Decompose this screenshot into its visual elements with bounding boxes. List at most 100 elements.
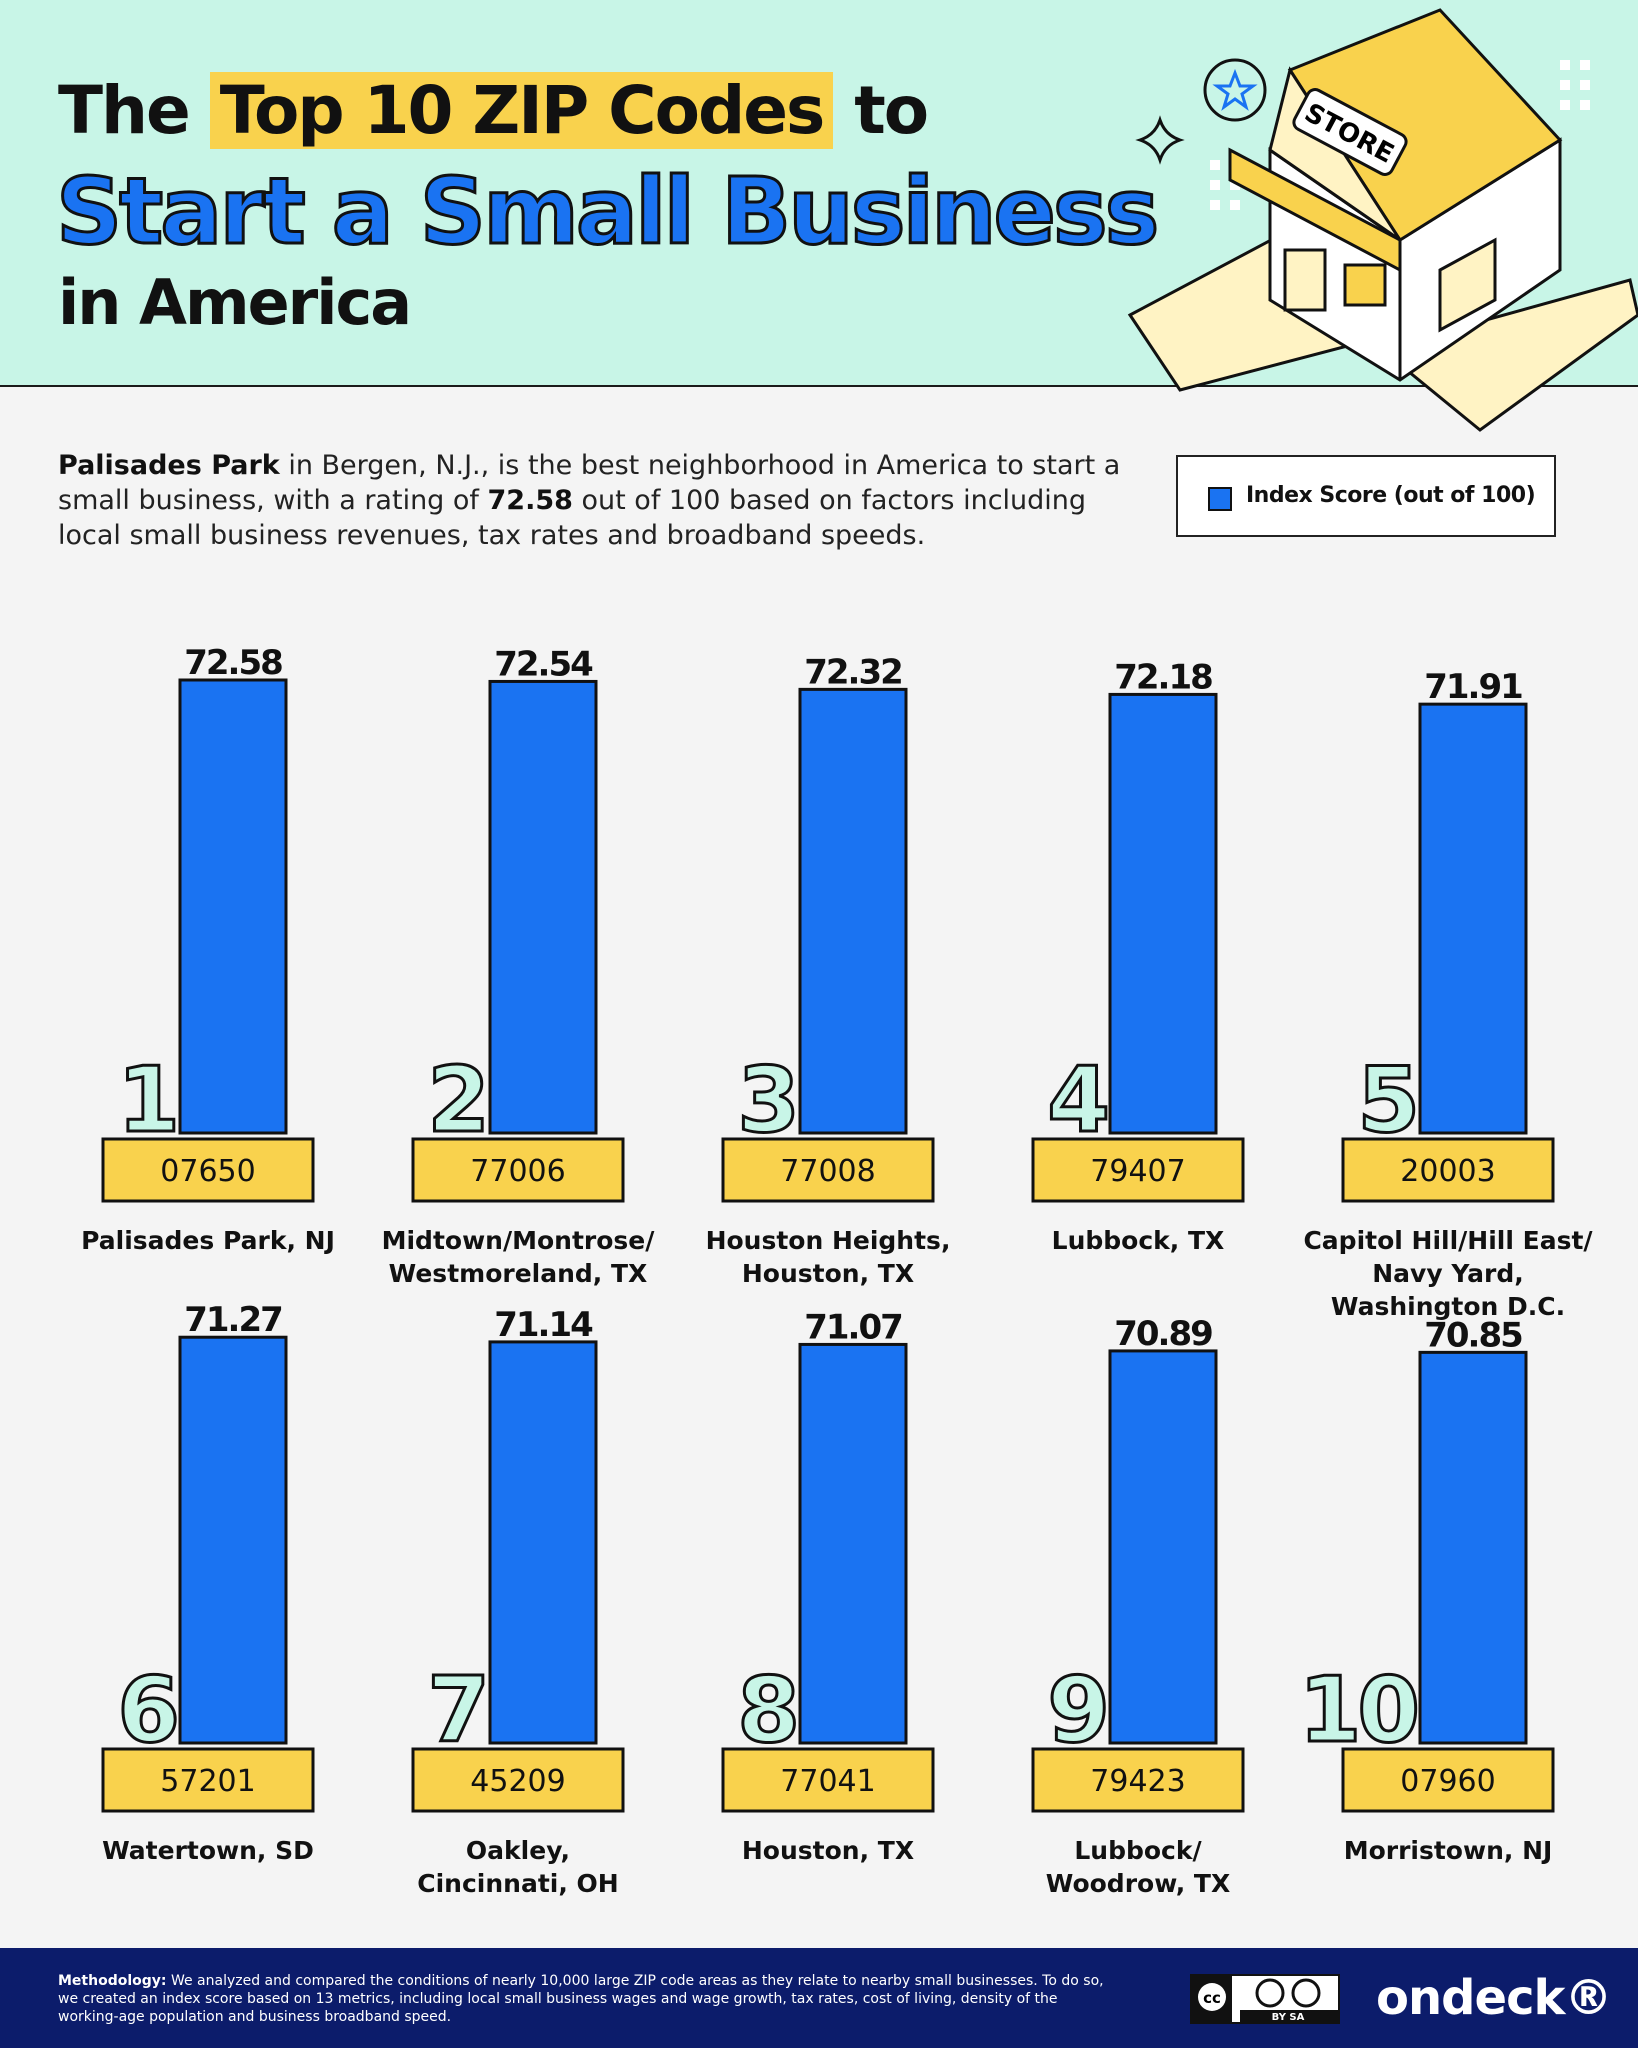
place-label: Cincinnati, OH: [417, 1869, 618, 1898]
place-label: Westmoreland, TX: [389, 1259, 648, 1288]
bar-1: [178, 678, 288, 1135]
footer: Methodology: We analyzed and compared th…: [0, 1948, 1638, 2048]
sa-icon: [1291, 1978, 1321, 2008]
place-label: Woodrow, TX: [1046, 1869, 1230, 1898]
value-label: 72.54: [494, 644, 593, 684]
bar-6: [178, 1335, 288, 1745]
title-line-1: The Top 10 ZIP Codes to: [58, 72, 929, 149]
zip-code: 45209: [470, 1764, 565, 1799]
zip-code: 07650: [160, 1154, 255, 1189]
rank-number: 9: [1047, 1658, 1106, 1763]
bar-9: [1108, 1349, 1218, 1745]
value-label: 71.27: [184, 1300, 282, 1340]
bar-8: [798, 1342, 908, 1745]
title-line-2: Start a Small Business: [54, 157, 1160, 267]
store-window: [1343, 263, 1387, 307]
ondeck-logo: ondeck®: [1376, 1970, 1612, 2026]
zip-code: 20003: [1400, 1154, 1495, 1189]
place-label: Lubbock/: [1074, 1836, 1202, 1865]
value-label: 71.07: [804, 1307, 902, 1347]
zip-code: 77008: [780, 1154, 875, 1189]
zip-box: [411, 1137, 625, 1203]
value-label: 72.32: [804, 652, 902, 692]
zip-box: [411, 1747, 625, 1813]
place-label: Lubbock, TX: [1052, 1226, 1225, 1255]
rank-number: 2: [427, 1048, 486, 1153]
store-sign: [1292, 88, 1408, 176]
zip-code: 07960: [1400, 1764, 1495, 1799]
place-label: Watertown, SD: [102, 1836, 314, 1865]
legend: Index Score (out of 100): [1176, 455, 1556, 537]
title-highlight: Top 10 ZIP Codes: [209, 72, 834, 149]
rank-number: 3: [737, 1048, 796, 1153]
by-icon: [1255, 1978, 1285, 2008]
place-label: Houston Heights,: [706, 1226, 951, 1255]
value-label: 72.58: [184, 643, 282, 683]
svg-text:cc: cc: [1203, 1989, 1221, 2007]
zip-code: 57201: [160, 1764, 255, 1799]
store-door: [1283, 248, 1327, 312]
license-text: BY SA: [1272, 2012, 1305, 2022]
place-label: Oakley,: [466, 1836, 570, 1865]
zip-box: [101, 1137, 315, 1203]
zip-code: 79423: [1090, 1764, 1185, 1799]
value-label: 70.85: [1424, 1315, 1522, 1355]
bar-3: [798, 687, 908, 1135]
place-label: Palisades Park, NJ: [81, 1226, 335, 1255]
place-label: Houston, TX: [742, 1836, 914, 1865]
rank-number: 6: [117, 1658, 176, 1763]
star-badge-icon: [1203, 58, 1267, 122]
value-label: 70.89: [1114, 1314, 1212, 1354]
rank-number: 1: [117, 1048, 176, 1153]
place-label: Houston, TX: [742, 1259, 914, 1288]
rank-number: 4: [1047, 1048, 1106, 1153]
rank-number: 8: [737, 1658, 796, 1763]
sparkle-icon: [1135, 115, 1185, 165]
bar-2: [488, 679, 598, 1135]
zip-box: [1341, 1137, 1555, 1203]
value-label: 72.18: [1114, 657, 1212, 697]
intro-paragraph: Palisades Park in Bergen, N.J., is the b…: [58, 450, 1121, 551]
place-label: Morristown, NJ: [1344, 1836, 1553, 1865]
zip-box: [721, 1747, 935, 1813]
value-label: 71.91: [1424, 667, 1522, 707]
zip-code: 79407: [1090, 1154, 1185, 1189]
rank-number: 7: [427, 1658, 486, 1763]
cc-license-badge: cc BY SA: [1190, 1974, 1340, 2024]
zip-code: 77006: [470, 1154, 565, 1189]
title-line-3: in America: [58, 266, 412, 339]
bar-7: [488, 1340, 598, 1745]
zip-box: [721, 1137, 935, 1203]
zip-box: [1031, 1747, 1245, 1813]
value-label: 71.14: [494, 1305, 593, 1345]
zip-code: 77041: [780, 1764, 875, 1799]
legend-swatch: [1208, 487, 1232, 511]
bar-5: [1418, 702, 1528, 1135]
bar-10: [1418, 1350, 1528, 1745]
place-label: Washington D.C.: [1331, 1292, 1565, 1321]
zip-box: [1341, 1747, 1555, 1813]
place-label: Navy Yard,: [1372, 1259, 1524, 1288]
rank-number: 10: [1299, 1658, 1417, 1763]
legend-label: Index Score (out of 100): [1246, 483, 1536, 508]
zip-box: [1031, 1137, 1245, 1203]
place-label: Capitol Hill/Hill East/: [1303, 1226, 1593, 1255]
place-label: Midtown/Montrose/: [382, 1226, 656, 1255]
zip-box: [101, 1747, 315, 1813]
methodology-note: Methodology: We analyzed and compared th…: [58, 1973, 1104, 2025]
bar-4: [1108, 692, 1218, 1135]
rank-number: 5: [1357, 1048, 1416, 1153]
store-awning: [1228, 147, 1402, 273]
store-illustration: STORE: [1127, 8, 1638, 432]
